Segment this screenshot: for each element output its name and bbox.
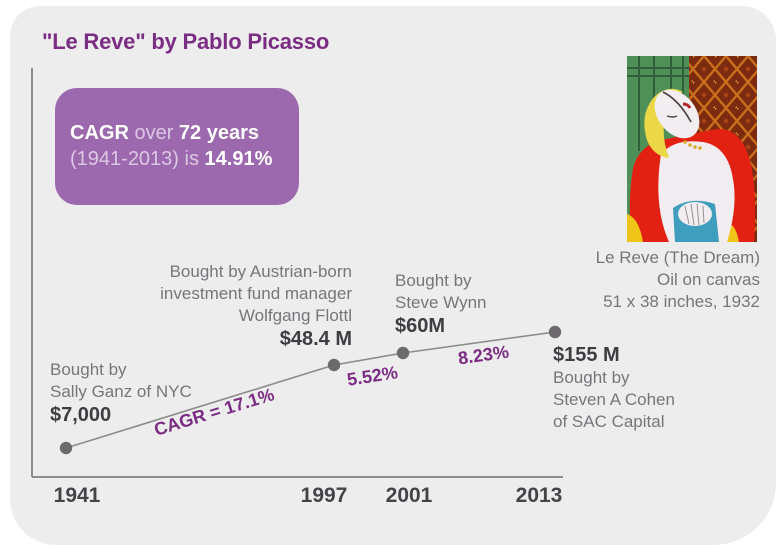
data-point-2013 xyxy=(548,325,562,339)
annotation-2013-cohen: $155 M Bought by Steven A Cohen of SAC C… xyxy=(553,344,675,431)
painting-chair-trim-left xyxy=(627,214,643,242)
cagr-line-2: (1941-2013) is 14.91% xyxy=(70,148,273,170)
price-2001: $60M xyxy=(395,315,446,337)
painting-thumbnail xyxy=(627,56,757,242)
price-1941: $7,000 xyxy=(50,404,112,426)
xaxis-label-1997: 1997 xyxy=(300,484,348,507)
xaxis-label-2001: 2001 xyxy=(385,484,433,507)
price-line xyxy=(65,331,556,449)
cagr-line-1: CAGR over 72 years xyxy=(70,122,259,144)
caption-title: Le Reve (The Dream) xyxy=(595,248,760,267)
annotation-1997-flottl: Bought by Austrian-born investment fund … xyxy=(160,262,352,350)
painting-necklace xyxy=(683,140,702,150)
painting-face xyxy=(654,89,700,139)
xaxis-label-1941: 1941 xyxy=(53,484,101,507)
annotation-1941-ganz: Bought by Sally Ganz of NYC $7,000 xyxy=(50,360,192,426)
price-1997: $48.4 M xyxy=(279,328,352,350)
cagr-callout-box: CAGR over 72 years (1941-2013) is 14.91% xyxy=(55,88,299,205)
data-point-1997 xyxy=(327,358,341,372)
painting-finger-lines xyxy=(684,203,705,226)
caption-medium: Oil on canvas xyxy=(657,270,760,289)
data-point-1941 xyxy=(59,441,73,455)
price-2013: $155 M xyxy=(553,344,620,366)
painting-caption: Le Reve (The Dream) Oil on canvas 51 x 3… xyxy=(596,247,760,313)
xaxis-label-2013: 2013 xyxy=(515,484,563,507)
page-title: "Le Reve" by Pablo Picasso xyxy=(42,29,330,54)
painting-face-lines xyxy=(662,91,692,123)
annotation-2001-wynn: Bought by Steve Wynn $60M xyxy=(395,271,487,337)
caption-size-year: 51 x 38 inches, 1932 xyxy=(603,292,760,311)
data-point-2001 xyxy=(396,346,410,360)
